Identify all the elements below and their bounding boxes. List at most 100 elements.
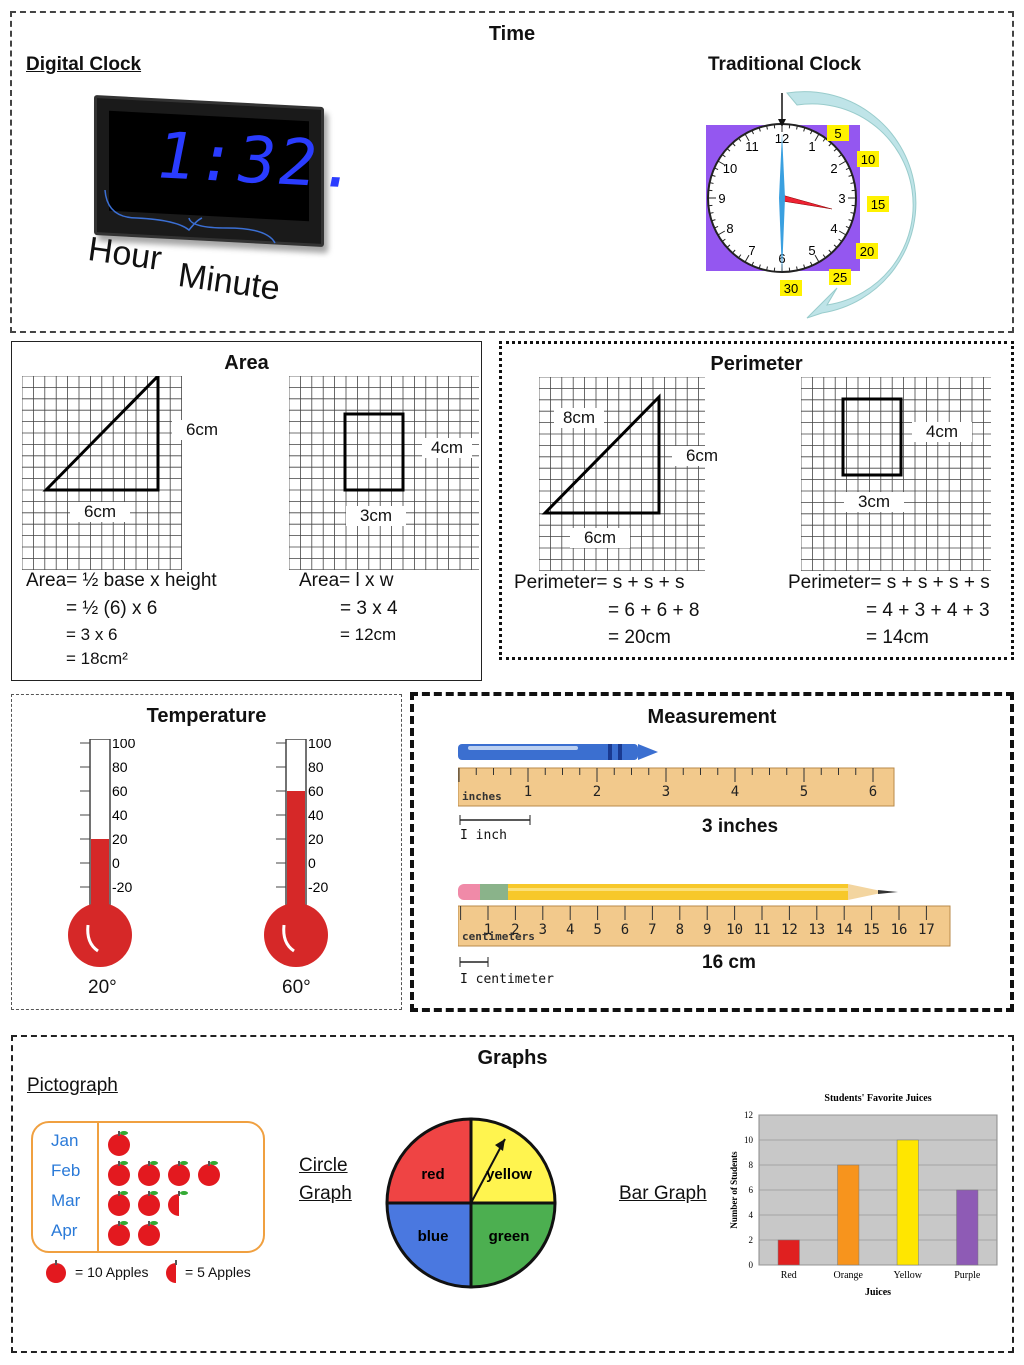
clock-number: 8 — [726, 221, 733, 236]
clock-number: 7 — [748, 243, 755, 258]
thermometer-scale-label: 40 — [112, 807, 128, 823]
ruler-number: 11 — [754, 922, 771, 938]
ruler-number: 1 — [524, 784, 532, 800]
thermometer-scale-label: 60 — [308, 783, 324, 799]
thermometer-scale-label: -20 — [112, 879, 132, 895]
thermometer-bulb — [264, 903, 328, 967]
area-tri-formula-2: = ½ (6) x 6 — [66, 598, 158, 619]
pictograph-month: Mar — [51, 1191, 81, 1210]
apple-half — [168, 1194, 179, 1216]
time-section: Time Digital Clock Traditional Clock 1:3… — [10, 11, 1014, 333]
ruler-number: 6 — [869, 784, 877, 800]
pie-slice-yellow — [469, 1117, 557, 1205]
thermometer-scale-label: 100 — [308, 739, 332, 751]
chart-xtick: Orange — [834, 1270, 864, 1281]
minute-tag: 30 — [784, 281, 798, 296]
pictograph: Jan Feb Mar Apr — [31, 1121, 265, 1253]
apple-full — [108, 1194, 130, 1216]
pictograph-apples — [108, 1131, 130, 1156]
digital-clock-label: Digital Clock — [26, 54, 142, 75]
ruler-number: 2 — [511, 922, 519, 938]
chart-xtick: Red — [781, 1270, 797, 1281]
apple-full — [138, 1194, 160, 1216]
graphs-section: Graphs Pictograph Jan Feb Mar Apr = 10 Appl… — [11, 1035, 1014, 1353]
clock-number: 9 — [718, 191, 725, 206]
chart-bar — [777, 1239, 800, 1266]
cm-legend: I centimeter — [460, 972, 554, 987]
area-tri-formula-1: Area= ½ base x height — [26, 570, 217, 591]
area-tri-formula-3: = 3 x 6 — [66, 625, 118, 644]
temperature-section: Temperature 100 80 60 40 20 0 -20 100 80 60 40 20 0… — [11, 694, 402, 1010]
ruler-number: 9 — [703, 922, 711, 938]
clock-number: 3 — [838, 191, 845, 206]
ruler-number: 3 — [662, 784, 670, 800]
circle-graph: red yellow blue green — [385, 1117, 557, 1289]
perimeter-tri-formula-1: Perimeter= s + s + s — [514, 572, 685, 593]
thermometer-level — [287, 791, 305, 907]
apple-full — [108, 1224, 130, 1246]
temperature-right-reading: 60° — [282, 977, 311, 998]
inch-legend-bar — [459, 815, 531, 825]
area-section: Area 6cm 6cm 4cm 3cm Area= ½ base x heig… — [11, 341, 482, 681]
pie-label-red: red — [421, 1166, 444, 1183]
pencil-image — [458, 884, 898, 900]
thermometer-scale-label: -20 — [308, 879, 328, 895]
perimeter-tri-formula-3: = 20cm — [608, 627, 671, 648]
ruler-number: 4 — [731, 784, 739, 800]
perimeter-title: Perimeter — [710, 353, 803, 375]
thermometer-scale-label: 0 — [308, 855, 316, 871]
apple-full — [138, 1224, 160, 1246]
thermometer-scale-label: 40 — [308, 807, 324, 823]
clock-number: 4 — [830, 221, 837, 236]
chart-ytick: 8 — [749, 1160, 754, 1170]
pictograph-apples — [108, 1161, 220, 1186]
chart-ytick: 6 — [749, 1185, 754, 1195]
chart-bar — [837, 1164, 860, 1266]
area-rect-base-label: 3cm — [346, 506, 406, 526]
apple-full — [168, 1164, 190, 1186]
cm-result: 16 cm — [702, 952, 756, 973]
perimeter-rect-grid — [801, 377, 991, 571]
minute-label: Minute — [175, 256, 283, 308]
temperature-left-reading: 20° — [88, 977, 117, 998]
measurement-section: Measurement inches 1 2 3 4 5 6 I inch 3 inches… — [410, 692, 1014, 1012]
crayon-image — [458, 744, 658, 760]
chart-xtick: Yellow — [894, 1270, 923, 1281]
inch-ruler: inches 1 2 3 4 5 6 — [458, 767, 895, 807]
chart-ylabel: Number of Students — [729, 1151, 739, 1229]
area-rect-formula-1: Area= l x w — [299, 570, 394, 591]
pie-slice-blue — [385, 1201, 473, 1289]
ruler-number: 12 — [781, 922, 798, 938]
apple-full — [108, 1134, 130, 1156]
ruler-label: inches — [462, 790, 502, 803]
ruler-number: 5 — [593, 922, 601, 938]
minute-tag: 5 — [834, 126, 841, 141]
measurement-title: Measurement — [647, 706, 777, 728]
legend-half-apple — [166, 1260, 177, 1283]
minute-hand — [779, 133, 785, 273]
chart-xlabel: Juices — [865, 1287, 891, 1298]
area-tri-base-label: 6cm — [70, 502, 130, 522]
thermometer-scale-label: 0 — [112, 855, 120, 871]
ruler-number: 13 — [808, 922, 825, 938]
minute-tag: 25 — [833, 270, 847, 285]
brace-annotations — [104, 189, 276, 244]
perimeter-rect-side-label: 4cm — [912, 422, 972, 442]
thermometer-scale-label: 80 — [308, 759, 324, 775]
chart-ytick: 0 — [749, 1260, 754, 1270]
chart-xtick: Purple — [954, 1270, 981, 1281]
perimeter-tri-side-label: 6cm — [672, 446, 732, 466]
ruler-number: 5 — [800, 784, 808, 800]
chart-ytick: 10 — [744, 1135, 754, 1145]
perimeter-rect-base-label: 3cm — [844, 492, 904, 512]
pictograph-apples — [108, 1191, 188, 1216]
inch-result: 3 inches — [702, 816, 779, 837]
pie-label-green: green — [489, 1228, 530, 1245]
thermometer-left: 100 80 60 40 20 0 -20 — [68, 739, 136, 967]
perimeter-tri-formula-2: = 6 + 6 + 8 — [608, 600, 700, 621]
pictograph-month: Jan — [51, 1131, 79, 1150]
pictograph-apples — [108, 1221, 160, 1246]
ruler-number: 7 — [648, 922, 656, 938]
